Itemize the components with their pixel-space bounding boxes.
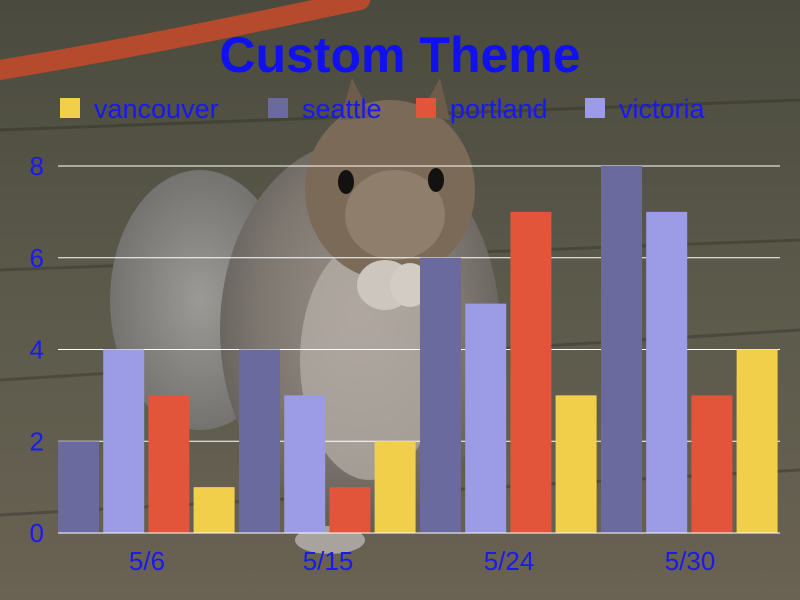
y-tick-label: 6 — [30, 243, 44, 273]
legend: vancouver seattle portland victoria — [60, 94, 706, 124]
bar-victoria-5-30 — [646, 211, 688, 533]
bar-portland-5-15 — [329, 487, 371, 533]
y-tick-label: 0 — [30, 518, 44, 548]
y-tick-label: 4 — [30, 335, 44, 365]
bar-portland-5-24 — [510, 211, 552, 533]
x-tick-label: 5/15 — [303, 546, 354, 576]
bar-vancouver-5-6 — [193, 487, 235, 533]
legend-swatch-vancouver — [60, 98, 80, 118]
chart-title: Custom Theme — [219, 27, 580, 83]
legend-label-portland: portland — [450, 94, 548, 124]
x-tick-label: 5/6 — [129, 546, 165, 576]
bar-vancouver-5-24 — [555, 395, 597, 533]
bar-seattle-5-6 — [58, 441, 99, 533]
legend-label-victoria: victoria — [619, 94, 706, 124]
bar-seattle-5-15 — [239, 349, 280, 533]
bar-vancouver-5-30 — [736, 349, 778, 533]
legend-label-vancouver: vancouver — [94, 94, 219, 124]
x-axis-ticks: 5/6 5/15 5/24 5/30 — [129, 546, 715, 576]
bar-victoria-5-6 — [103, 349, 145, 533]
y-tick-label: 8 — [30, 151, 44, 181]
bar-portland-5-30 — [691, 395, 733, 533]
x-tick-label: 5/30 — [665, 546, 716, 576]
legend-swatch-victoria — [585, 98, 605, 118]
y-axis-ticks: 0 2 4 6 8 — [30, 151, 44, 548]
bar-vancouver-5-15 — [374, 441, 416, 533]
legend-swatch-portland — [416, 98, 436, 118]
bar-victoria-5-24 — [465, 303, 507, 533]
legend-label-seattle: seattle — [302, 94, 382, 124]
y-tick-label: 2 — [30, 426, 44, 456]
bar-victoria-5-15 — [284, 395, 326, 533]
bar-seattle-5-30 — [601, 166, 642, 533]
x-tick-label: 5/24 — [484, 546, 535, 576]
bars — [58, 166, 778, 533]
bar-portland-5-6 — [148, 395, 190, 533]
legend-swatch-seattle — [268, 98, 288, 118]
bar-seattle-5-24 — [420, 257, 461, 533]
